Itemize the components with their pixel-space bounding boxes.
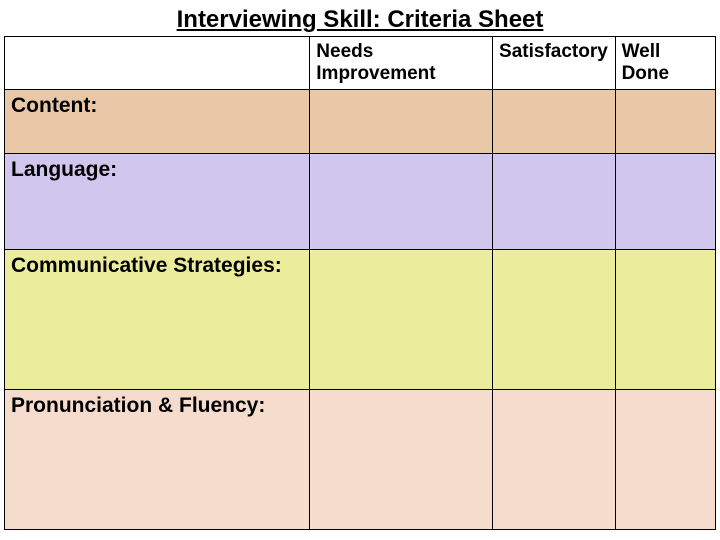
header-empty — [5, 37, 310, 90]
header-needs-improvement: Needs Improvement — [310, 37, 493, 90]
page-title: Interviewing Skill: Criteria Sheet — [4, 6, 716, 34]
header-satisfactory: Satisfactory — [493, 37, 616, 90]
criteria-cell — [493, 154, 616, 250]
criteria-label: Language: — [5, 154, 310, 250]
criteria-cell — [615, 250, 715, 390]
table-header-row: Needs Improvement Satisfactory Well Done — [5, 37, 716, 90]
criteria-cell — [310, 90, 493, 154]
criteria-label: Content: — [5, 90, 310, 154]
table-row: Communicative Strategies: — [5, 250, 716, 390]
table-row: Pronunciation & Fluency: — [5, 390, 716, 530]
criteria-cell — [310, 390, 493, 530]
table-row: Content: — [5, 90, 716, 154]
criteria-table: Needs Improvement Satisfactory Well Done… — [4, 36, 716, 530]
header-well-done: Well Done — [615, 37, 715, 90]
criteria-cell — [493, 250, 616, 390]
criteria-cell — [310, 250, 493, 390]
criteria-cell — [493, 90, 616, 154]
criteria-cell — [310, 154, 493, 250]
table-row: Language: — [5, 154, 716, 250]
criteria-cell — [615, 390, 715, 530]
criteria-sheet: Interviewing Skill: Criteria Sheet Needs… — [0, 0, 720, 540]
criteria-label: Pronunciation & Fluency: — [5, 390, 310, 530]
criteria-cell — [615, 90, 715, 154]
criteria-label: Communicative Strategies: — [5, 250, 310, 390]
criteria-cell — [493, 390, 616, 530]
criteria-cell — [615, 154, 715, 250]
